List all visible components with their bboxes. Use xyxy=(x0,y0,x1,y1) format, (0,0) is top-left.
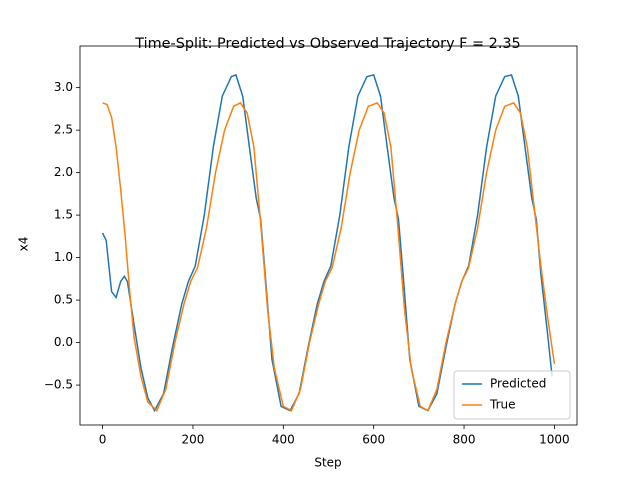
y-tick-label: 2.5 xyxy=(54,123,73,137)
legend-label: True xyxy=(489,398,516,412)
y-tick-label: 0.5 xyxy=(54,293,73,307)
y-tick-label: 1.0 xyxy=(54,250,73,264)
y-tick-label: 3.0 xyxy=(54,80,73,94)
legend: Predicted True xyxy=(453,370,571,420)
legend-box xyxy=(453,370,571,420)
y-tick-label: 1.5 xyxy=(54,208,73,222)
axes-frame xyxy=(79,45,578,426)
x-tick-label: 1000 xyxy=(539,433,570,447)
y-tick-label: 0.0 xyxy=(54,335,73,349)
x-tick-label: 600 xyxy=(362,433,385,447)
x-axis-label: Step xyxy=(314,456,341,470)
x-tick-label: 200 xyxy=(182,433,205,447)
chart-title: Time-Split: Predicted vs Observed Trajec… xyxy=(134,36,520,52)
series-line xyxy=(102,101,556,412)
y-tick-label: 2.0 xyxy=(54,165,73,179)
x-tick-label: 0 xyxy=(99,433,107,447)
x-tick-label: 800 xyxy=(453,433,476,447)
y-axis-label: x4 xyxy=(17,237,31,252)
legend-label: Predicted xyxy=(490,377,546,391)
x-tick-label: 400 xyxy=(272,433,295,447)
series-line xyxy=(101,73,553,413)
y-tick-label: −0.5 xyxy=(44,378,73,392)
